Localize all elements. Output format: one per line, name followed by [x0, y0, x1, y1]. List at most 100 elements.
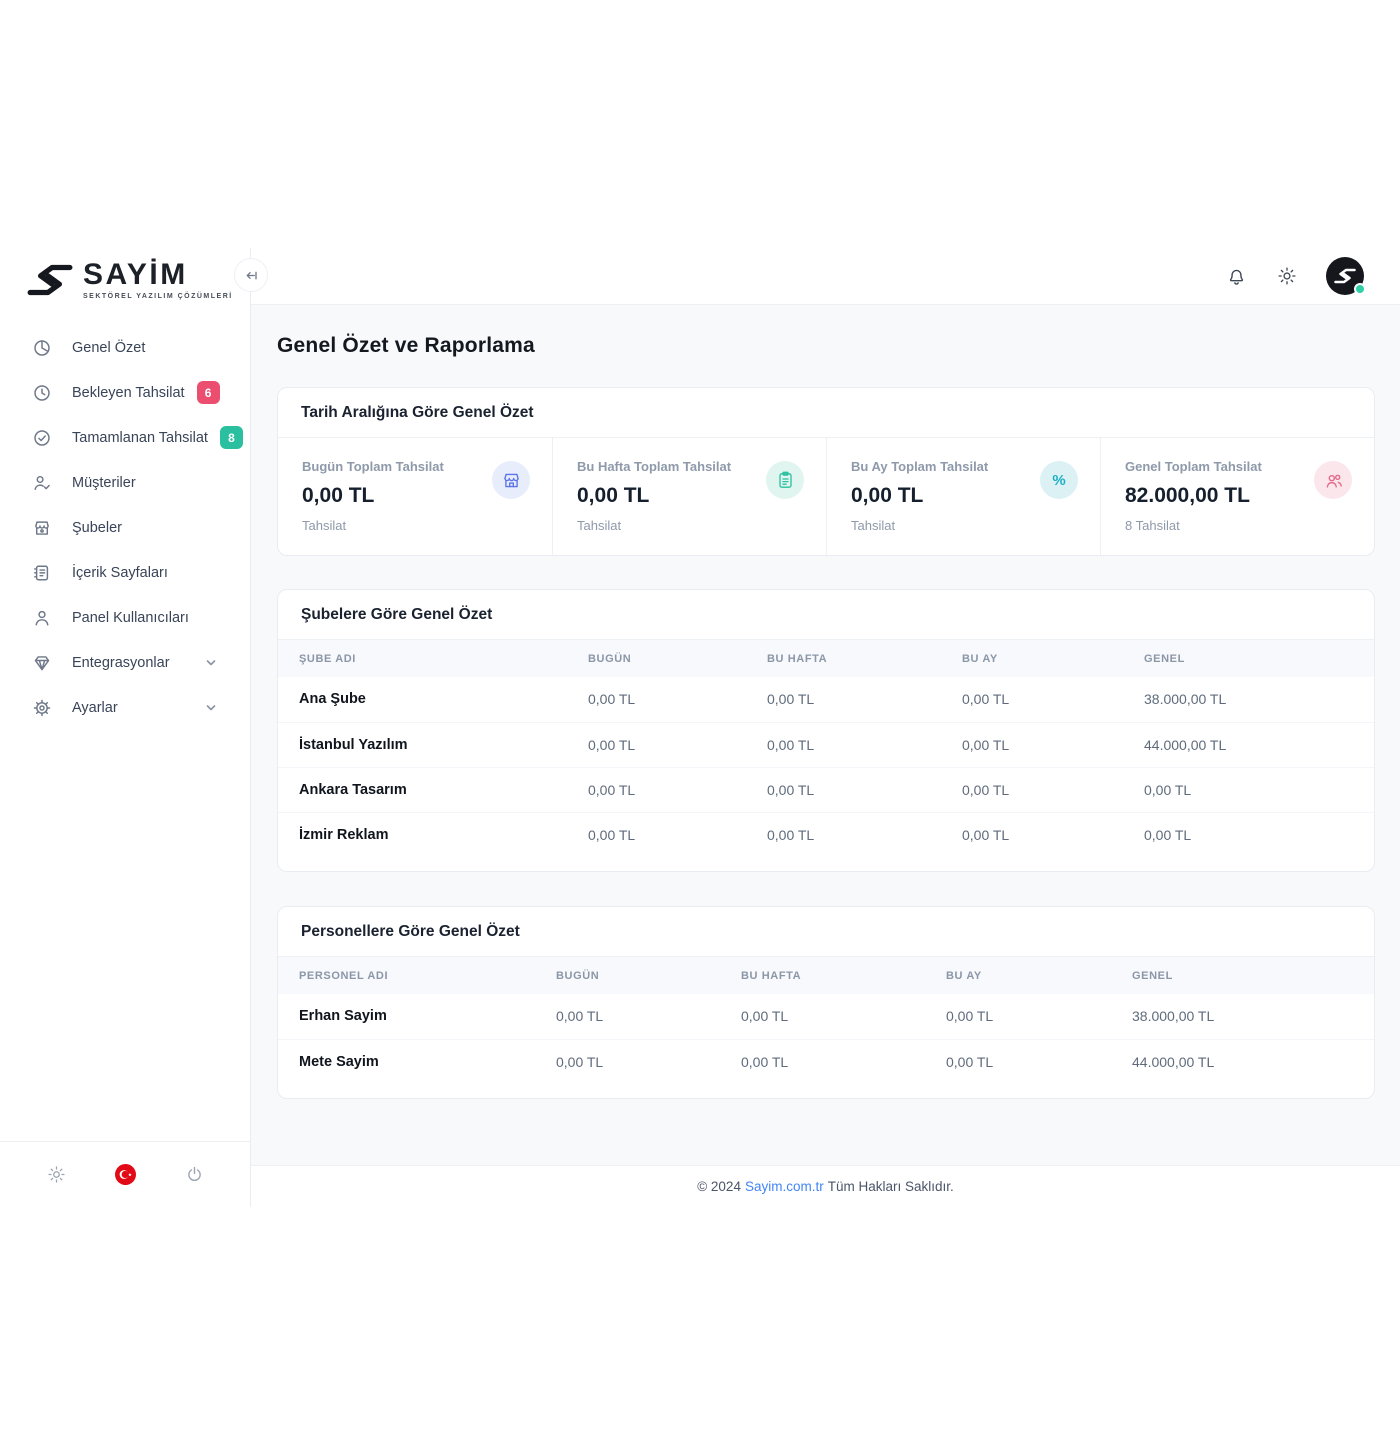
cell-total: 44.000,00 TL [1132, 1038, 1374, 1084]
notifications-button[interactable] [1225, 265, 1248, 288]
cell-today: 0,00 TL [588, 721, 767, 767]
percent-icon: % [1040, 461, 1078, 499]
cell-today: 0,00 TL [588, 811, 767, 857]
cell-week: 0,00 TL [767, 766, 962, 812]
user-icon [33, 609, 51, 627]
summary-stats: Bugün Toplam Tahsilat 0,00 TL Tahsilat B… [278, 438, 1374, 555]
branch-name: İstanbul Yazılım [278, 721, 588, 767]
check-circle-icon [33, 429, 51, 447]
clipboard-list-icon [766, 461, 804, 499]
sidebar-item-label: Entegrasyonlar [72, 654, 170, 671]
column-header: BU AY [962, 640, 1144, 677]
user-avatar[interactable] [1326, 257, 1366, 295]
branch-name: Ankara Tasarım [278, 766, 588, 812]
stat-week: Bu Hafta Toplam Tahsilat 0,00 TL Tahsila… [552, 438, 826, 555]
stat-sublabel: Tahsilat [577, 518, 622, 533]
stat-total: Genel Toplam Tahsilat 82.000,00 TL 8 Tah… [1100, 438, 1374, 555]
cell-month: 0,00 TL [946, 1038, 1132, 1084]
cell-today: 0,00 TL [556, 1008, 604, 1025]
stat-value: 82.000,00 TL [1125, 484, 1250, 507]
column-header: ŞUBE ADI [278, 640, 588, 677]
cell-week: 0,00 TL [767, 691, 815, 708]
staff-name: Erhan Sayim [299, 1008, 387, 1025]
column-header: BUGÜN [588, 640, 767, 677]
sidebar-item-label: Genel Özet [72, 339, 146, 356]
table-row: İstanbul Yazılım 0,00 TL 0,00 TL 0,00 TL… [278, 721, 1374, 767]
cell-week: 0,00 TL [741, 1038, 946, 1084]
stat-value: 0,00 TL [577, 484, 650, 507]
column-header: BU AY [946, 957, 1132, 994]
stat-value: 0,00 TL [851, 484, 924, 507]
sidebar-collapse-button[interactable] [234, 258, 268, 292]
cell-week: 0,00 TL [767, 811, 962, 857]
sidebar-item-label: Bekleyen Tahsilat [72, 384, 185, 401]
copyright-suffix: Tüm Hakları Saklıdır. [827, 1179, 954, 1194]
sidebar-item-musteriler[interactable]: Müşteriler [0, 460, 250, 505]
staff-card-title: Personellere Göre Genel Özet [301, 922, 520, 940]
sidebar-item-label: Müşteriler [72, 474, 136, 491]
column-header: BU HAFTA [741, 957, 946, 994]
main-area: Genel Özet ve Raporlama Tarih Aralığına … [251, 248, 1400, 1207]
completed-count-badge: 8 [219, 426, 243, 449]
cell-week: 0,00 TL [767, 721, 962, 767]
chevron-down-icon [205, 657, 217, 669]
cell-total: 0,00 TL [1144, 811, 1374, 857]
sidebar-item-label: Tamamlanan Tahsilat [72, 429, 208, 446]
cell-month: 0,00 TL [946, 1008, 994, 1025]
stat-sublabel: Tahsilat [851, 518, 896, 533]
summary-card-title: Tarih Aralığına Göre Genel Özet [301, 403, 534, 421]
column-header: BU HAFTA [767, 640, 962, 677]
cell-month: 0,00 TL [962, 721, 1144, 767]
summary-card: Tarih Aralığına Göre Genel Özet Bugün To… [277, 387, 1375, 556]
bell-icon [1227, 267, 1246, 286]
sidebar-item-entegrasyonlar[interactable]: Entegrasyonlar [0, 640, 250, 685]
cell-today: 0,00 TL [556, 1038, 741, 1084]
sidebar-item-label: İçerik Sayfaları [72, 564, 168, 581]
stat-label: Bu Ay Toplam Tahsilat [851, 459, 989, 474]
sidebar: SAYİM SEKTÖREL YAZILIM ÇÖZÜMLERİ Genel Ö… [0, 248, 251, 1207]
theme-toggle-button[interactable] [44, 1162, 69, 1187]
sidebar-item-subeler[interactable]: Şubeler [0, 505, 250, 550]
footer: © 2024 Sayim.com.tr Tüm Hakları Saklıdır… [251, 1165, 1400, 1207]
sidebar-item-icerik-sayfalari[interactable]: İçerik Sayfaları [0, 550, 250, 595]
sidebar-item-tamamlanan-tahsilat[interactable]: Tamamlanan Tahsilat 8 [0, 415, 250, 460]
sidebar-item-bekleyen-tahsilat[interactable]: Bekleyen Tahsilat 6 [0, 370, 250, 415]
pending-count-badge: 6 [196, 381, 220, 404]
cell-month: 0,00 TL [962, 766, 1144, 812]
column-header: GENEL [1132, 957, 1374, 994]
table-row: Erhan Sayim 0,00 TL 0,00 TL 0,00 TL 38.0… [278, 994, 1374, 1039]
sidebar-item-panel-kullanicilari[interactable]: Panel Kullanıcıları [0, 595, 250, 640]
sun-icon [1278, 267, 1296, 285]
stat-label: Bugün Toplam Tahsilat [302, 459, 444, 474]
branch-name: İzmir Reklam [278, 811, 588, 857]
sidebar-item-label: Panel Kullanıcıları [72, 609, 189, 626]
sidebar-item-ayarlar[interactable]: Ayarlar [0, 685, 250, 730]
footer-link[interactable]: Sayim.com.tr [744, 1179, 824, 1194]
brand-logo[interactable]: SAYİM SEKTÖREL YAZILIM ÇÖZÜMLERİ [0, 248, 250, 305]
staff-card: Personellere Göre Genel Özet PERSONEL AD… [277, 906, 1375, 1099]
stat-label: Bu Hafta Toplam Tahsilat [577, 459, 732, 474]
page-title: Genel Özet ve Raporlama [277, 334, 535, 357]
sidebar-item-genel-ozet[interactable]: Genel Özet [0, 325, 250, 370]
power-icon [186, 1166, 203, 1183]
sun-icon [47, 1166, 65, 1183]
logout-button[interactable] [182, 1162, 207, 1187]
table-row: Ankara Tasarım 0,00 TL 0,00 TL 0,00 TL 0… [278, 766, 1374, 812]
branches-card: Şubelere Göre Genel Özet ŞUBE ADI BUGÜN … [277, 589, 1375, 872]
cell-week: 0,00 TL [741, 1008, 789, 1025]
branches-card-title: Şubelere Göre Genel Özet [301, 605, 493, 623]
sidebar-footer [0, 1141, 250, 1207]
cell-today: 0,00 TL [588, 766, 767, 812]
language-flag-button[interactable] [111, 1160, 140, 1189]
table-row: Ana Şube 0,00 TL 0,00 TL 0,00 TL 38.000,… [278, 677, 1374, 722]
cell-month: 0,00 TL [962, 691, 1010, 708]
branches-table: ŞUBE ADI BUGÜN BU HAFTA BU AY GENEL Ana … [278, 640, 1374, 857]
chevron-down-icon [205, 702, 217, 714]
store-icon [33, 519, 51, 537]
stat-sublabel: 8 Tahsilat [1125, 518, 1180, 533]
theme-toggle-button[interactable] [1276, 265, 1298, 287]
branch-name: Ana Şube [299, 691, 366, 708]
table-header-row: PERSONEL ADI BUGÜN BU HAFTA BU AY GENEL [278, 957, 1374, 994]
pie-chart-icon [33, 339, 51, 357]
